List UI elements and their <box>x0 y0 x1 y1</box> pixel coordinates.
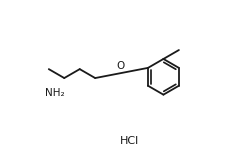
Text: NH₂: NH₂ <box>45 88 65 98</box>
Text: HCl: HCl <box>120 136 140 146</box>
Text: O: O <box>116 61 124 71</box>
